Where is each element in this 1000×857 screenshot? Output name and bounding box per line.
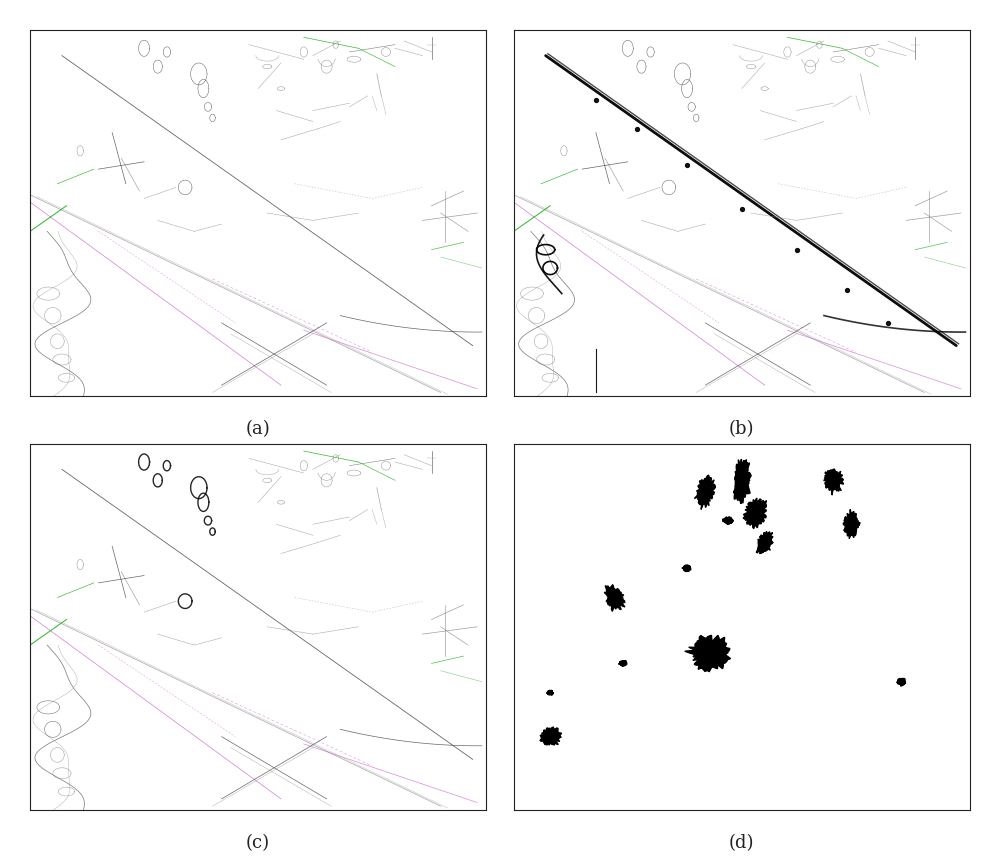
Point (734, 202, 750, 216)
Polygon shape (685, 635, 731, 672)
Text: (d): (d) (729, 834, 755, 852)
Polygon shape (733, 459, 751, 504)
Point (629, 122, 645, 135)
Polygon shape (824, 469, 844, 495)
Polygon shape (604, 584, 625, 611)
Polygon shape (547, 690, 554, 695)
Point (789, 243, 805, 256)
Polygon shape (540, 728, 561, 745)
Polygon shape (618, 661, 627, 666)
Text: (c): (c) (246, 834, 270, 852)
Polygon shape (722, 517, 733, 524)
Polygon shape (897, 678, 906, 686)
Polygon shape (843, 509, 860, 538)
Point (588, 93, 604, 106)
Point (839, 283, 855, 297)
Polygon shape (743, 498, 766, 529)
Text: (b): (b) (729, 420, 755, 438)
Point (679, 159, 695, 172)
Polygon shape (756, 531, 773, 554)
Text: (a): (a) (246, 420, 271, 438)
Polygon shape (682, 565, 691, 572)
Point (880, 316, 896, 330)
Polygon shape (694, 475, 715, 509)
